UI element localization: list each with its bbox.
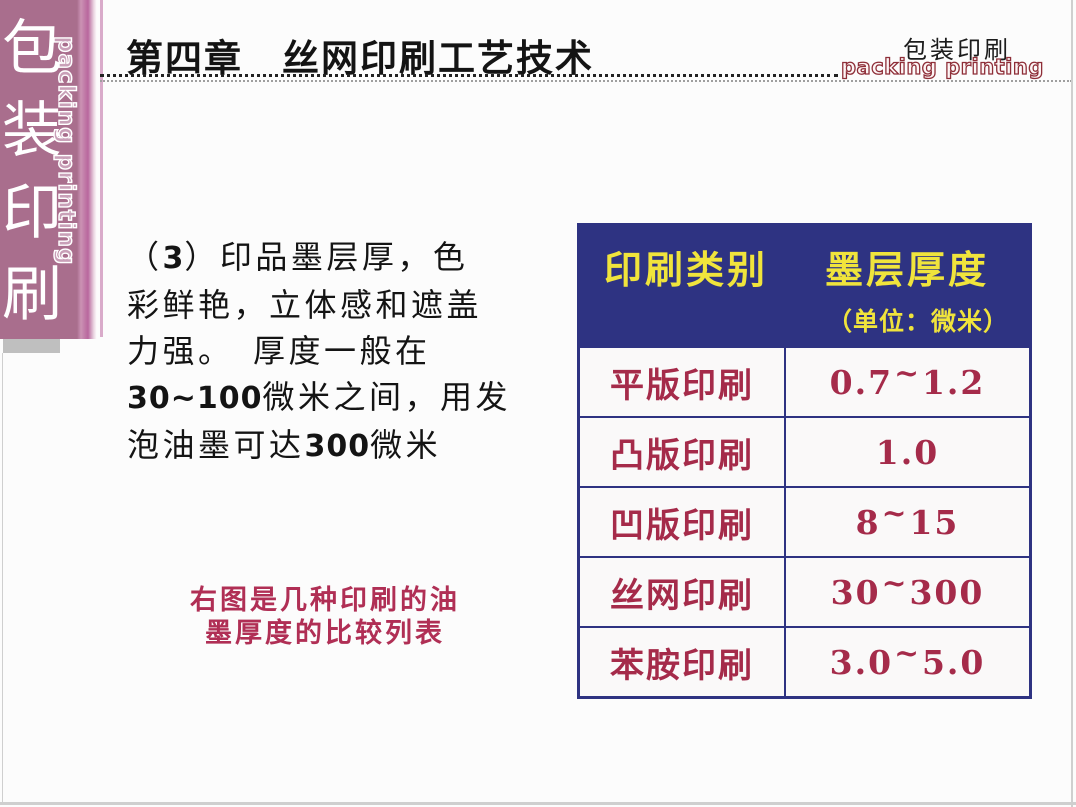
table-cell-category: 苯胺印刷 bbox=[580, 628, 786, 696]
page-title: 第四章 丝网印刷工艺技术 bbox=[126, 37, 594, 80]
ink-thickness-table: 印刷类别 墨层厚度 （单位：微米） 平版印刷 0.7 ~1.2 凸版印刷 1.0 凹版印刷… bbox=[577, 223, 1032, 699]
header-divider-shadow bbox=[100, 80, 1072, 82]
logo-subtitle: packing printing bbox=[840, 54, 1044, 79]
sidebar-shadow bbox=[3, 339, 60, 353]
table-cell-value: 1.0 bbox=[875, 432, 940, 472]
sidebar-vertical-title: 包装印刷 bbox=[2, 8, 62, 336]
slide-right-border bbox=[1071, 0, 1073, 807]
table-row: 凹版印刷 8 ~15 bbox=[580, 486, 1029, 556]
sidebar-title-char: 装 bbox=[2, 96, 62, 166]
caption-line-2: 墨厚度的比较列表 bbox=[205, 618, 445, 649]
table-header-row: 印刷类别 墨层厚度 bbox=[580, 226, 1029, 294]
header-divider bbox=[100, 74, 838, 77]
paragraph-line: 彩鲜艳，立体感和遮盖 bbox=[127, 286, 483, 324]
table-cell-value: 30 ~300 bbox=[830, 565, 985, 612]
paragraph-line: 力强。 厚度一般在 bbox=[127, 332, 431, 370]
table-cell-value: 8 ~15 bbox=[855, 495, 960, 542]
table-header: 印刷类别 墨层厚度 （单位：微米） bbox=[580, 226, 1029, 346]
paragraph-line: （3）印品墨层厚，色 bbox=[127, 238, 469, 276]
slide-bottom-border bbox=[0, 802, 1076, 805]
caption-text: 右图是几种印刷的油 墨厚度的比较列表 bbox=[130, 584, 520, 650]
sidebar-title-char: 刷 bbox=[2, 260, 62, 330]
table-cell-value: 0.7 ~1.2 bbox=[829, 355, 986, 402]
sidebar-edge-line bbox=[100, 0, 103, 337]
table-body: 平版印刷 0.7 ~1.2 凸版印刷 1.0 凹版印刷 8 ~15 丝网印刷 30 ~300 苯胺印刷… bbox=[580, 346, 1029, 696]
logo-title: 包装印刷 bbox=[903, 36, 1011, 64]
table-row: 丝网印刷 30 ~300 bbox=[580, 556, 1029, 626]
sidebar-title-char: 包 bbox=[2, 14, 62, 84]
slide-left-border bbox=[2, 353, 3, 803]
table-cell-category: 凸版印刷 bbox=[580, 418, 786, 486]
body-paragraph: （3）印品墨层厚，色 彩鲜艳，立体感和遮盖 力强。 厚度一般在 30~100微米之间，… bbox=[127, 234, 567, 470]
table-cell-category: 平版印刷 bbox=[580, 348, 786, 416]
caption-line-1: 右图是几种印刷的油 bbox=[190, 585, 460, 616]
table-header-thickness: 墨层厚度 bbox=[824, 247, 989, 292]
paragraph-line: 30~100微米之间，用发 bbox=[127, 378, 512, 416]
paragraph-line: 泡油墨可达300微米 bbox=[127, 426, 442, 464]
table-header-category: 印刷类别 bbox=[603, 247, 768, 292]
table-cell-category: 凹版印刷 bbox=[580, 488, 786, 556]
sidebar-vertical-subtitle: packing printing bbox=[52, 35, 79, 266]
table-row: 苯胺印刷 3.0 ~5.0 bbox=[580, 626, 1029, 696]
sidebar-title-char: 印 bbox=[2, 178, 62, 248]
table-row: 平版印刷 0.7 ~1.2 bbox=[580, 346, 1029, 416]
table-header-unit: （单位：微米） bbox=[826, 307, 1009, 336]
table-row: 凸版印刷 1.0 bbox=[580, 416, 1029, 486]
sidebar-banner: 包装印刷 packing printing bbox=[0, 0, 97, 339]
table-cell-category: 丝网印刷 bbox=[580, 558, 786, 626]
table-cell-value: 3.0 ~5.0 bbox=[829, 635, 986, 682]
